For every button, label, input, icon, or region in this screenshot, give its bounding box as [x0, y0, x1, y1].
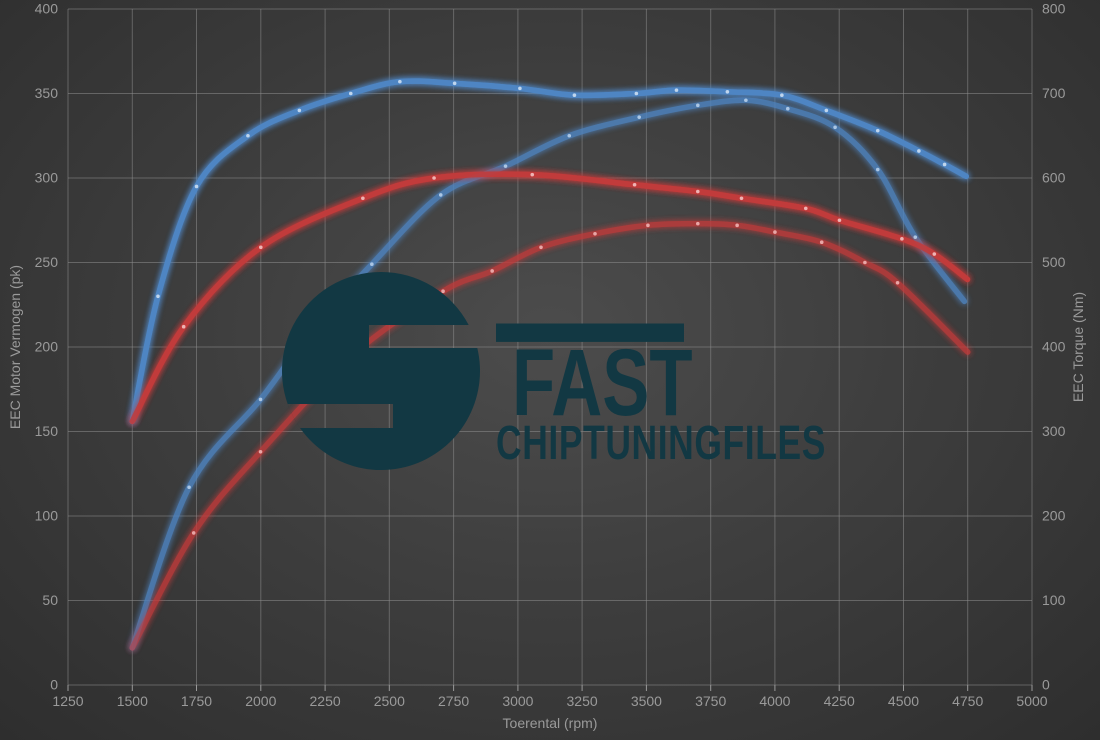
svg-text:0: 0: [50, 677, 58, 693]
svg-text:2000: 2000: [245, 693, 276, 709]
svg-text:5000: 5000: [1016, 693, 1047, 709]
svg-text:2500: 2500: [374, 693, 405, 709]
svg-text:200: 200: [35, 339, 59, 355]
svg-text:600: 600: [1042, 170, 1066, 186]
svg-text:350: 350: [35, 85, 59, 101]
svg-text:1250: 1250: [52, 693, 83, 709]
svg-text:700: 700: [1042, 85, 1066, 101]
svg-text:4500: 4500: [888, 693, 919, 709]
svg-text:200: 200: [1042, 508, 1066, 524]
svg-text:CHIPTUNINGFILES: CHIPTUNINGFILES: [496, 416, 826, 469]
svg-text:2750: 2750: [438, 693, 469, 709]
svg-text:3750: 3750: [695, 693, 726, 709]
svg-text:4000: 4000: [759, 693, 790, 709]
svg-text:50: 50: [42, 592, 58, 608]
svg-text:4250: 4250: [824, 693, 855, 709]
svg-text:4750: 4750: [952, 693, 983, 709]
svg-text:100: 100: [35, 508, 59, 524]
svg-text:250: 250: [35, 254, 59, 270]
svg-text:300: 300: [35, 170, 59, 186]
svg-text:1750: 1750: [181, 693, 212, 709]
svg-text:3250: 3250: [567, 693, 598, 709]
svg-text:400: 400: [1042, 339, 1066, 355]
svg-text:500: 500: [1042, 254, 1066, 270]
svg-text:1500: 1500: [117, 693, 148, 709]
svg-text:300: 300: [1042, 423, 1066, 439]
svg-text:3500: 3500: [631, 693, 662, 709]
svg-text:0: 0: [1042, 677, 1050, 693]
svg-text:2250: 2250: [310, 693, 341, 709]
svg-text:150: 150: [35, 423, 59, 439]
svg-text:800: 800: [1042, 1, 1066, 17]
svg-text:EEC Motor Vermogen (pk): EEC Motor Vermogen (pk): [7, 265, 23, 429]
svg-text:EEC Torque (Nm): EEC Torque (Nm): [1070, 292, 1086, 402]
svg-text:400: 400: [35, 1, 59, 17]
svg-text:3000: 3000: [502, 693, 533, 709]
svg-text:Toerental (rpm): Toerental (rpm): [503, 715, 598, 731]
svg-text:100: 100: [1042, 592, 1066, 608]
